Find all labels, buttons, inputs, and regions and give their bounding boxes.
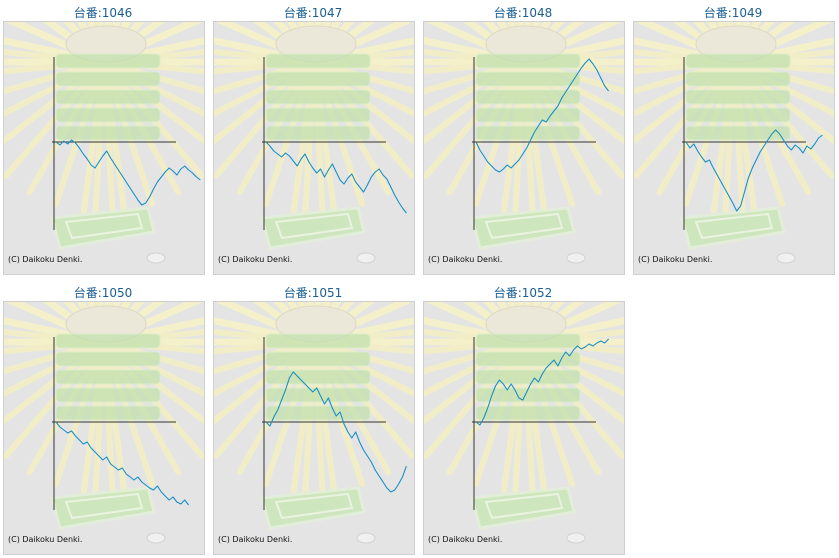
copyright-text: (C) Daikoku Denki. (8, 255, 83, 264)
chart-svg (4, 302, 204, 544)
chart-svg (214, 22, 414, 264)
chart-panel-1050: 台番:1050 (C) Daikoku Denki. (1, 281, 205, 555)
chart-svg (214, 302, 414, 544)
copyright-text: (C) Daikoku Denki. (8, 535, 83, 544)
chart-title[interactable]: 台番:1049 (703, 6, 763, 20)
chart-area: (C) Daikoku Denki. (213, 21, 415, 275)
chart-panel-1046: 台番:1046 (C) Daikoku Denki. (1, 1, 205, 275)
data-series-line (55, 421, 190, 506)
chart-svg (424, 22, 624, 264)
chart-svg (634, 22, 834, 264)
chart-area: (C) Daikoku Denki. (3, 21, 205, 275)
chart-area: (C) Daikoku Denki. (213, 301, 415, 555)
copyright-text: (C) Daikoku Denki. (428, 535, 503, 544)
chart-area: (C) Daikoku Denki. (633, 21, 835, 275)
chart-svg (4, 22, 204, 264)
chart-svg (424, 302, 624, 544)
chart-title[interactable]: 台番:1051 (283, 286, 343, 300)
chart-panel-1051: 台番:1051 (C) Daikoku Denki. (211, 281, 415, 555)
chart-title[interactable]: 台番:1047 (283, 6, 343, 20)
chart-area: (C) Daikoku Denki. (423, 301, 625, 555)
background-art (214, 22, 414, 264)
copyright-text: (C) Daikoku Denki. (428, 255, 503, 264)
copyright-text: (C) Daikoku Denki. (638, 255, 713, 264)
data-series-line (265, 141, 407, 214)
data-series-line (55, 139, 201, 206)
background-art (634, 22, 834, 264)
data-series-line (475, 58, 610, 173)
copyright-text: (C) Daikoku Denki. (218, 535, 293, 544)
chart-panel-1048: 台番:1048 (C) Daikoku Denki. (421, 1, 625, 275)
background-art (214, 302, 414, 544)
chart-area: (C) Daikoku Denki. (423, 21, 625, 275)
chart-title[interactable]: 台番:1052 (493, 286, 553, 300)
data-series-line (265, 371, 407, 493)
chart-title[interactable]: 台番:1048 (493, 6, 553, 20)
chart-panel-1049: 台番:1049 (C) Daikoku Denki. (631, 1, 835, 275)
data-series-line (685, 129, 823, 212)
chart-panel-1052: 台番:1052 (C) Daikoku Denki. (421, 281, 625, 555)
chart-title[interactable]: 台番:1046 (73, 6, 133, 20)
chart-title[interactable]: 台番:1050 (73, 286, 133, 300)
background-art (424, 22, 624, 264)
chart-panel-1047: 台番:1047 (C) Daikoku Denki. (211, 1, 415, 275)
background-art (4, 302, 204, 544)
chart-area: (C) Daikoku Denki. (3, 301, 205, 555)
background-art (424, 302, 624, 544)
copyright-text: (C) Daikoku Denki. (218, 255, 293, 264)
data-series-line (475, 338, 609, 426)
